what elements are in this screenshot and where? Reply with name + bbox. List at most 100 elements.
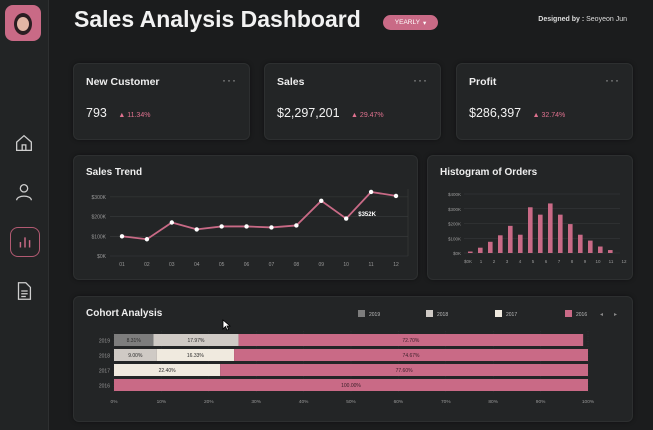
legend-label: 2017 [506, 312, 517, 318]
data-point [269, 225, 274, 230]
data-label: 22.40% [159, 368, 177, 374]
bar-chart-icon[interactable] [10, 227, 40, 257]
cohort-card: Cohort Analysis 2019 2018 2017 2016 ◂ ▸ 0% 10% 2… [73, 296, 633, 422]
data-annotation: $352K [358, 212, 376, 218]
histogram-bar [468, 251, 473, 253]
cohort-segment [238, 334, 584, 346]
x-tick-label: 10 [343, 262, 349, 268]
histogram-bar [548, 203, 553, 253]
x-tick-label: 06 [244, 262, 250, 268]
data-point [194, 227, 199, 232]
chart-title: Histogram of Orders [440, 167, 538, 178]
cohort-segment [114, 364, 221, 376]
x-tick-label: 12 [621, 259, 627, 264]
x-tick-label: 100% [582, 399, 595, 405]
x-tick-label: 6 [545, 259, 548, 264]
kpi-value-row: $2,297,201 ▲ 29.47% [277, 106, 384, 120]
histogram-bar [508, 225, 513, 253]
legend-label: 2016 [576, 312, 587, 318]
y-tick-label: 2018 [99, 354, 110, 360]
kpi-value-row: 793 ▲ 11.34% [86, 106, 150, 120]
x-tick-label: 2 [493, 259, 496, 264]
x-tick-label: 8 [571, 259, 574, 264]
x-tick-label: 07 [269, 262, 275, 268]
home-icon[interactable] [12, 131, 36, 155]
data-label: 77.60% [396, 368, 414, 374]
histogram-bar [608, 250, 613, 253]
data-point [119, 234, 125, 239]
x-tick-label: 11 [368, 262, 373, 268]
x-tick-label: 40% [299, 399, 309, 405]
x-tick-label: 80% [488, 399, 498, 405]
histogram-chart: $400K$300K$200K$100K$0K$0K 1 2 3 4 5 6 7 8 9 10 11 1… [448, 192, 627, 264]
kpi-change: ▲ 32.74% [532, 112, 566, 119]
x-tick-label: 0% [111, 399, 119, 405]
more-options-icon[interactable]: ··· [413, 73, 428, 87]
kpi-change: ▲ 29.47% [351, 112, 384, 119]
x-tick-label: 04 [194, 262, 200, 268]
x-tick-label: 05 [219, 262, 225, 268]
document-icon[interactable] [12, 279, 36, 303]
x-tick-label: 9 [584, 259, 587, 264]
data-point [343, 216, 349, 221]
data-label: 9.00% [128, 353, 143, 359]
kpi-title: Profit [469, 76, 497, 88]
kpi-value: 793 [86, 106, 107, 120]
y-tick-label: 2017 [99, 369, 110, 375]
y-tick-label: $200K [448, 222, 461, 227]
legend-prev-arrow: ◂ [600, 312, 603, 318]
period-dropdown[interactable]: YEARLY ▾ [383, 15, 438, 30]
histogram-bar [528, 207, 533, 253]
x-tick-label: 5 [532, 259, 535, 264]
x-tick-label: 1 [480, 259, 483, 264]
more-options-icon[interactable]: ··· [222, 73, 237, 87]
x-tick-label: 70% [441, 399, 451, 405]
data-point [144, 237, 150, 242]
chart-title: Sales Trend [86, 167, 143, 178]
kpi-title: Sales [277, 76, 305, 88]
kpi-value: $2,297,201 [277, 106, 340, 120]
legend-next-arrow: ▸ [614, 312, 617, 318]
y-tick-label: $0K [453, 251, 461, 256]
histogram-bar [488, 241, 493, 253]
legend-label: 2018 [437, 312, 448, 318]
data-point [169, 220, 175, 225]
data-label: 74.67% [403, 353, 421, 359]
x-tick-label: 03 [169, 262, 175, 268]
cohort-chart: 2019 2018 2017 2016 ◂ ▸ 0% 10% 20% 30% 40% 50% 60% 70… [99, 310, 617, 405]
y-tick-label: $100K [448, 236, 461, 241]
mouse-cursor-icon [222, 319, 231, 331]
histogram-bar [538, 214, 543, 253]
data-point [294, 223, 299, 228]
histogram-bar [578, 234, 583, 253]
x-tick-label: 30% [251, 399, 261, 405]
histogram-bar [558, 214, 563, 253]
y-tick-label: $0K [97, 254, 107, 260]
cohort-segment [114, 334, 154, 346]
x-tick-label: 60% [394, 399, 404, 405]
more-options-icon[interactable]: ··· [605, 73, 620, 87]
y-tick-label: 2016 [99, 384, 110, 390]
x-tick-label: 3 [506, 259, 509, 264]
x-tick-label: 09 [318, 262, 324, 268]
legend-label: 2019 [369, 312, 380, 318]
designer-name: Seoyeon Jun [586, 16, 627, 23]
y-tick-label: $300K [448, 207, 461, 212]
x-tick-label: $0K [464, 259, 472, 264]
user-icon[interactable] [12, 180, 36, 204]
avatar[interactable] [5, 5, 41, 41]
series-line [121, 190, 397, 241]
y-tick-label: 2019 [99, 339, 110, 345]
histogram-bar [518, 234, 523, 253]
designer-label: Designed by : [538, 16, 585, 23]
histogram-bar [588, 240, 593, 253]
histogram-bar [598, 246, 603, 253]
kpi-title: New Customer [86, 76, 160, 88]
data-point [319, 198, 324, 204]
kpi-change: ▲ 11.34% [118, 112, 151, 119]
designer-credit: Designed by : Seoyeon Jun [538, 16, 627, 23]
legend-swatch [426, 310, 433, 317]
cohort-segment [234, 349, 588, 361]
x-tick-label: 01 [119, 262, 125, 268]
x-tick-label: 7 [558, 259, 561, 264]
